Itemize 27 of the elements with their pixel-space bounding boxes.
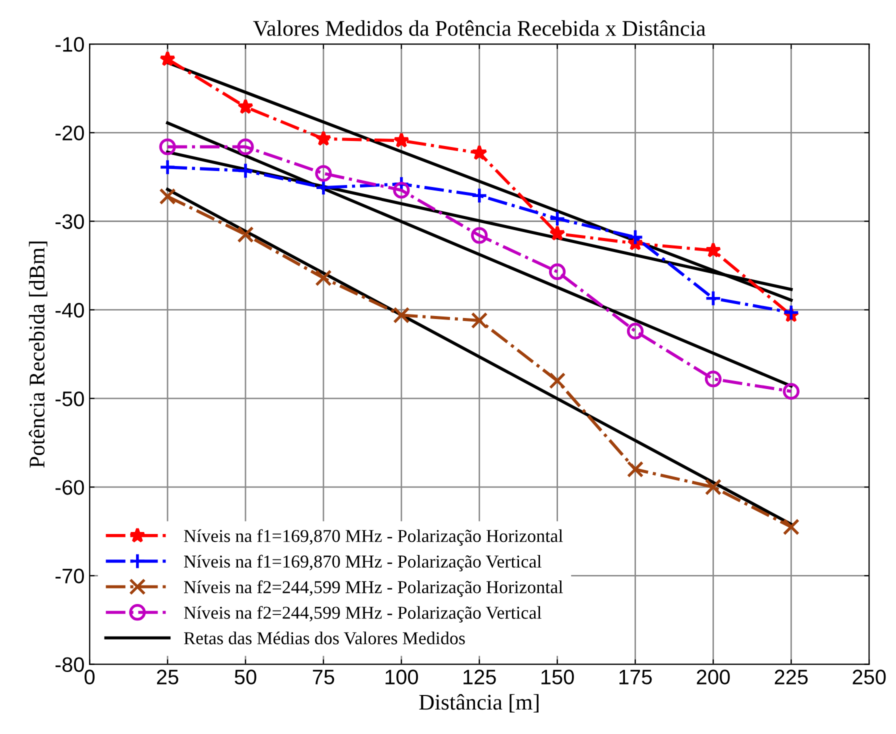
y-tick-label: -30 bbox=[56, 214, 84, 230]
x-tick-label: 25 bbox=[157, 670, 178, 684]
x-tick-label: 75 bbox=[312, 670, 334, 684]
y-axis-title: Potência Recebida [dBm] bbox=[28, 242, 48, 468]
x-tick-label: 150 bbox=[542, 670, 574, 684]
x-tick-label: 250 bbox=[852, 670, 886, 684]
x-axis-title: Distância [m] bbox=[419, 694, 538, 712]
legend-label: Níveis na f2=244,599 MHz - Polarização Vertical bbox=[184, 606, 542, 623]
legend-label: Níveis na f2=244,599 MHz - Polarização Horizontal bbox=[184, 580, 563, 597]
x-tick-label: 0 bbox=[84, 670, 95, 684]
legend-label: Níveis na f1=169,870 MHz - Polarização Vertical bbox=[184, 554, 542, 572]
x-tick-label: 200 bbox=[696, 670, 730, 684]
x-tick-label: 50 bbox=[234, 670, 256, 684]
x-tick-label: 225 bbox=[774, 670, 808, 684]
x-tick-label: 100 bbox=[386, 670, 418, 684]
chart-title: Valores Medidos da Potência Recebida x Distância bbox=[253, 20, 706, 36]
y-tick-label: -20 bbox=[56, 126, 84, 140]
x-tick-label: 125 bbox=[464, 670, 496, 684]
legend-label: Retas das Médias dos Valores Medidos bbox=[184, 632, 465, 644]
y-tick-label: -70 bbox=[56, 568, 84, 584]
y-tick-label: -40 bbox=[56, 302, 84, 318]
legend-label: Níveis na f1=169,870 MHz - Polarização Horizontal bbox=[184, 529, 563, 546]
x-tick-label: 175 bbox=[619, 670, 652, 684]
y-tick-label: -80 bbox=[56, 657, 84, 672]
y-tick-label: -50 bbox=[56, 391, 84, 406]
y-tick-label: -60 bbox=[56, 480, 84, 495]
y-tick-label: -10 bbox=[56, 37, 84, 52]
